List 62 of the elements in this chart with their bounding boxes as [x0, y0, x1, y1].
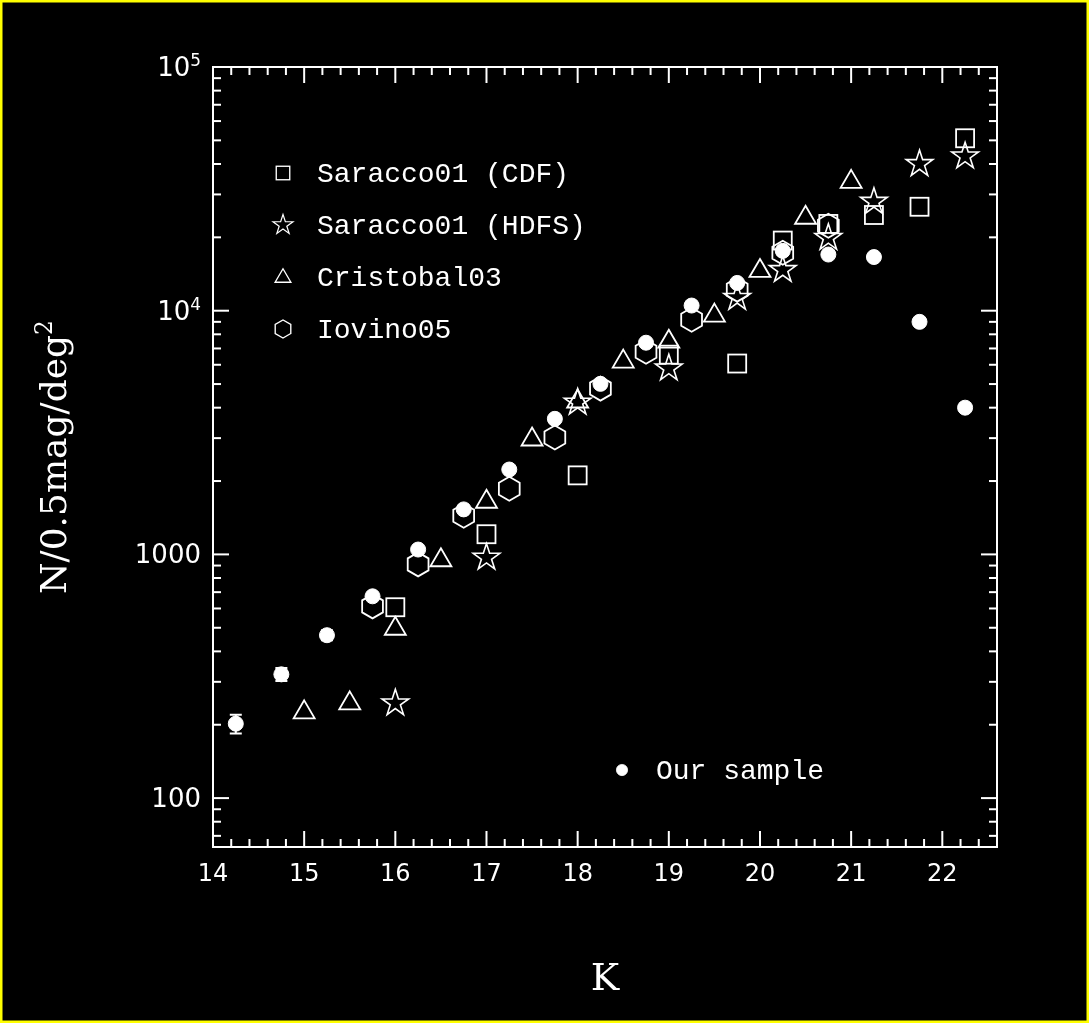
point: [814, 223, 843, 250]
x-tick-label: 17: [471, 859, 502, 887]
point: [729, 274, 746, 291]
point: [385, 597, 406, 618]
x-tick-label: 19: [653, 859, 685, 887]
point: [292, 699, 316, 720]
point: [381, 688, 410, 716]
point: [383, 615, 407, 636]
y-tick-label: 10$^{4}$: [157, 293, 201, 326]
point: [909, 196, 930, 217]
point: [546, 410, 563, 427]
x-tick-label: 16: [380, 859, 411, 887]
point: [794, 204, 817, 225]
point: [472, 542, 501, 570]
point: [772, 230, 793, 251]
y-tick-label: 10$^{5}$: [157, 50, 201, 82]
x-tick-label: 15: [288, 859, 320, 887]
point: [410, 541, 427, 558]
legend-label: Saracco01 (HDFS): [317, 211, 586, 242]
point: [950, 141, 980, 169]
point: [657, 328, 681, 349]
point: [748, 258, 772, 278]
point: [703, 302, 726, 323]
point: [683, 297, 700, 314]
point: [658, 344, 679, 365]
point: [865, 249, 882, 266]
point: [338, 690, 362, 711]
point: [543, 424, 567, 451]
point: [364, 588, 381, 605]
point: [611, 348, 635, 369]
x-tick-label: 14: [197, 859, 229, 887]
x-tick-label: 18: [562, 859, 593, 887]
point: [771, 239, 795, 266]
legend-label: Cristobal03: [317, 263, 502, 294]
legend-label: Iovino05: [317, 315, 452, 346]
point: [820, 246, 837, 263]
point: [476, 524, 497, 545]
x-axis-title: K: [590, 955, 620, 999]
point: [497, 475, 521, 502]
point: [638, 334, 655, 351]
point: [905, 149, 934, 177]
point: [955, 128, 975, 149]
point: [727, 353, 748, 374]
point: [911, 313, 928, 330]
point: [567, 465, 588, 486]
legend-label: Our sample: [656, 756, 825, 787]
point: [859, 186, 889, 214]
point: [563, 387, 592, 415]
point: [429, 547, 453, 568]
y-tick-label: 1000: [134, 539, 201, 570]
legend-label: Saracco01 (CDF): [317, 159, 570, 190]
point: [520, 426, 544, 447]
x-tick-label: 21: [835, 859, 867, 887]
x-tick-label: 20: [744, 859, 776, 887]
point: [839, 168, 863, 189]
x-tick-label: 22: [927, 859, 958, 887]
y-tick-label: 100: [151, 783, 201, 814]
point: [475, 488, 498, 509]
point: [501, 461, 518, 478]
point: [654, 353, 683, 381]
point: [957, 399, 974, 416]
point: [864, 205, 884, 225]
